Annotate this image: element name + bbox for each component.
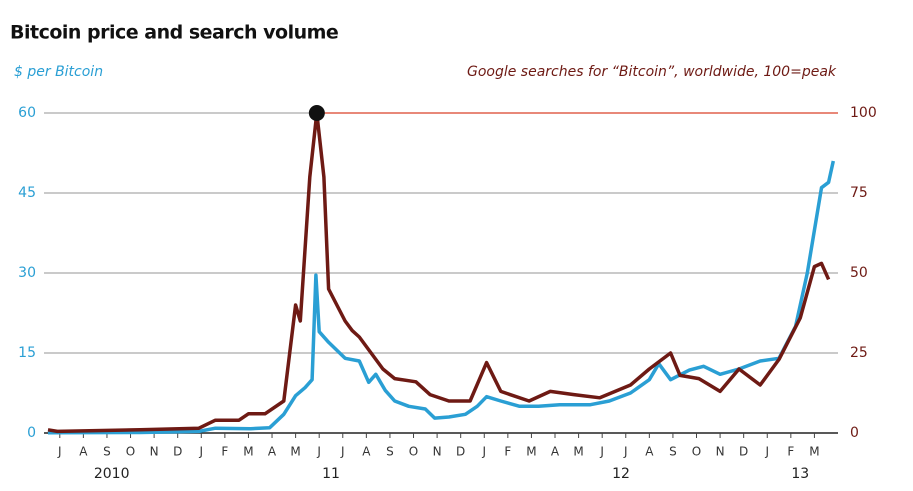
x-tick-label: N — [716, 445, 725, 459]
x-tick-label: N — [433, 445, 442, 459]
x-tick-label: J — [481, 445, 486, 459]
x-tick-label: J — [57, 445, 62, 459]
x-tick-label: M — [573, 445, 583, 459]
y2-tick-label: 50 — [850, 265, 868, 281]
x-tick-label: A — [645, 445, 654, 459]
y2-tick-label: 100 — [850, 105, 877, 121]
x-tick-label: D — [739, 445, 748, 459]
x-tick-label: J — [599, 445, 604, 459]
y2-axis-label: Google searches for “Bitcoin”, worldwide… — [467, 64, 837, 80]
x-tick-label: A — [362, 445, 371, 459]
y2-tick-label: 75 — [850, 185, 868, 201]
y-axis-label: $ per Bitcoin — [14, 64, 103, 80]
x-tick-label: F — [504, 445, 511, 459]
y2-tick-label: 0 — [850, 425, 859, 441]
x-tick-label: F — [787, 445, 794, 459]
x-tick-label: S — [386, 445, 394, 459]
x-tick-label: O — [126, 445, 135, 459]
x-tick-label: J — [340, 445, 345, 459]
peak-marker — [308, 105, 325, 121]
x-tick-label: S — [103, 445, 111, 459]
x-tick-label: M — [290, 445, 300, 459]
x-tick-label: D — [173, 445, 182, 459]
year-label: 11 — [322, 466, 340, 482]
y-tick-label: 30 — [18, 265, 36, 281]
x-tick-label: A — [551, 445, 560, 459]
series-line — [47, 160, 836, 435]
y-tick-label: 0 — [27, 425, 36, 441]
x-tick-label: D — [456, 445, 465, 459]
x-tick-label: N — [150, 445, 159, 459]
year-label: 2010 — [94, 466, 130, 482]
x-tick-label: J — [316, 445, 321, 459]
series-line — [47, 111, 831, 434]
x-tick-label: O — [409, 445, 418, 459]
x-tick-label: O — [692, 445, 701, 459]
x-tick-label: M — [809, 445, 819, 459]
y2-tick-label: 25 — [850, 345, 868, 361]
y-tick-label: 15 — [18, 345, 36, 361]
x-tick-label: J — [623, 445, 628, 459]
x-tick-label: J — [199, 445, 204, 459]
y-tick-label: 45 — [18, 185, 36, 201]
x-tick-label: A — [79, 445, 88, 459]
year-label: 12 — [612, 466, 630, 482]
x-tick-label: M — [243, 445, 253, 459]
y-tick-label: 60 — [18, 105, 36, 121]
chart-title: Bitcoin price and search volume — [10, 22, 338, 44]
year-label: 13 — [791, 466, 809, 482]
x-tick-label: F — [221, 445, 228, 459]
x-tick-label: J — [764, 445, 769, 459]
x-tick-label: S — [669, 445, 677, 459]
x-tick-label: A — [268, 445, 277, 459]
x-tick-label: M — [526, 445, 536, 459]
